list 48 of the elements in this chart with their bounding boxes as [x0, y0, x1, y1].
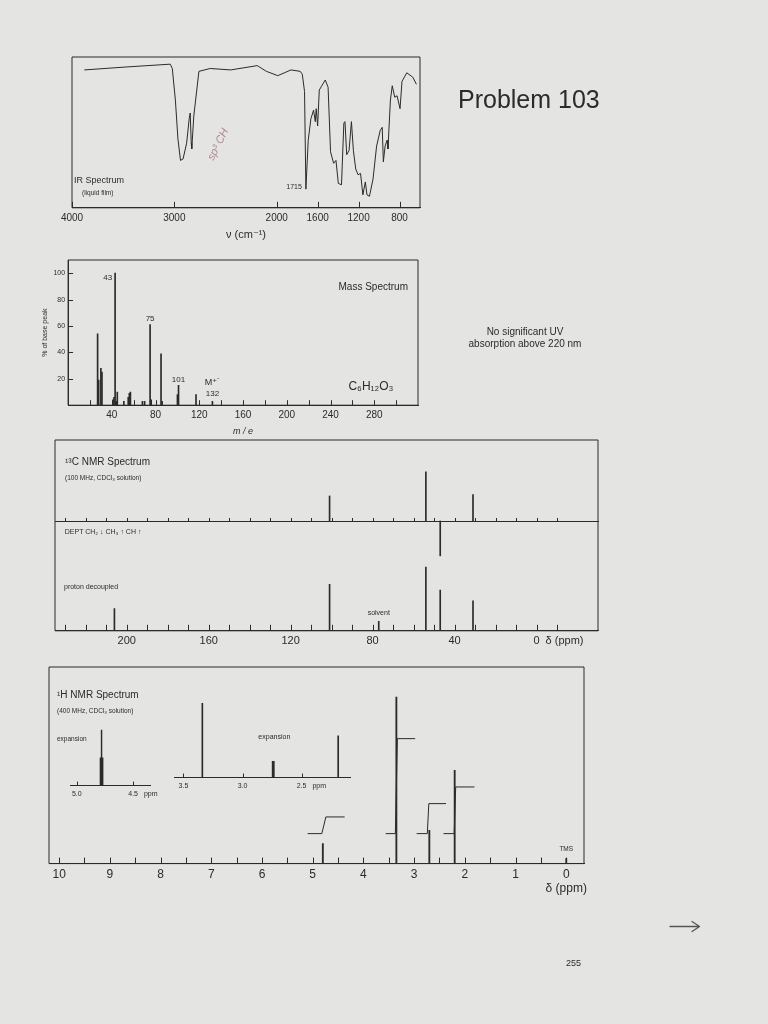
x-tick-label: 1200 [347, 211, 371, 223]
x-axis-title: ν (cm⁻¹) [225, 228, 267, 241]
x-axis-title: δ (ppm) [545, 634, 584, 647]
x-tick-label: 80 [150, 408, 162, 420]
x-tick-label: 80 [366, 634, 379, 647]
x-tick-label: 3000 [163, 211, 186, 223]
x-tick-label: 160 [199, 634, 218, 647]
x-tick-label: 5 [309, 867, 317, 882]
chart-title: ¹³C NMR Spectrum [65, 455, 151, 467]
x-tick-label: 280 [365, 408, 384, 420]
x-tick-label: 7 [207, 867, 215, 882]
x-tick-label: 120 [190, 408, 209, 420]
x-tick-label: 240 [322, 408, 340, 420]
annotation: C₆H₁₂O₃ [348, 378, 394, 393]
text: 255 [566, 958, 582, 969]
x-axis-title: δ (ppm) [545, 880, 587, 895]
x-tick-label: 40 [448, 634, 461, 647]
annotation: 132 [205, 389, 220, 399]
x-tick-label: 1600 [306, 211, 330, 223]
text: Mass Spectrum [338, 280, 408, 292]
x-axis-title: m / e [233, 426, 254, 437]
x-tick-label: 120 [281, 634, 300, 647]
x-tick-label: 3 [410, 867, 418, 882]
annotation: M⁺˙ [204, 376, 221, 387]
x-tick-label: 4 [360, 867, 368, 882]
x-tick-label: 4000 [60, 211, 84, 223]
annotation: 43 [103, 273, 113, 283]
x-tick-label: 800 [391, 211, 409, 223]
text: No significant UV absorption above 220 nm [467, 326, 583, 350]
text: Problem 103 [458, 85, 600, 114]
x-tick-label: 200 [278, 408, 296, 420]
x-tick-label: 200 [117, 634, 136, 647]
x-tick-label: 8 [157, 867, 165, 882]
text: IR Spectrum [74, 175, 125, 186]
annotation: 75 [145, 313, 156, 323]
annotation: sp³ CH [204, 126, 231, 162]
x-tick-label: 0 [533, 634, 540, 647]
x-tick-label: 10 [52, 867, 67, 882]
x-tick-label: 0 [562, 867, 570, 882]
x-tick-label: 2 [461, 867, 469, 882]
chart-title: ¹H NMR Spectrum [57, 688, 139, 700]
x-tick-label: 40 [106, 408, 118, 420]
x-tick-label: 2000 [265, 211, 289, 223]
annotation: 101 [171, 374, 186, 384]
x-tick-label: 6 [258, 867, 266, 882]
x-tick-label: 9 [106, 867, 114, 882]
x-tick-label: 1 [512, 867, 520, 882]
x-tick-label: 160 [234, 408, 252, 420]
